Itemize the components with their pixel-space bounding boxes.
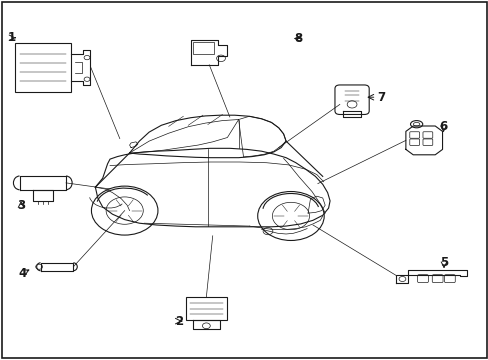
Text: 3: 3 — [17, 199, 25, 212]
Text: 1: 1 — [8, 31, 16, 44]
Text: 7: 7 — [377, 91, 385, 104]
Text: 4: 4 — [19, 267, 26, 280]
Text: 2: 2 — [175, 315, 183, 328]
Text: 6: 6 — [439, 120, 447, 133]
Text: 5: 5 — [439, 256, 447, 269]
Text: 8: 8 — [294, 32, 302, 45]
